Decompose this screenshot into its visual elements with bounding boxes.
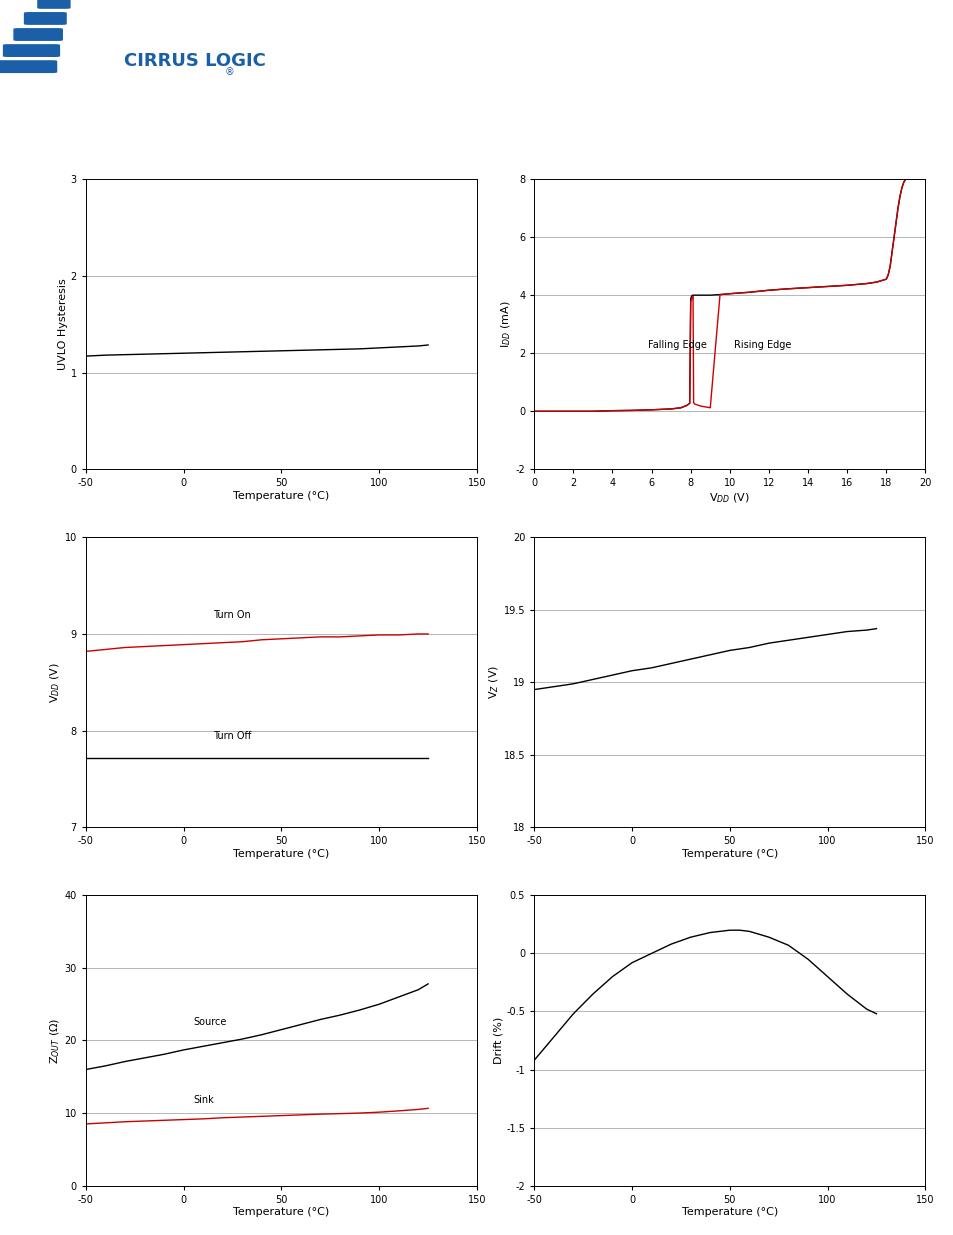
- Y-axis label: UVLO Hysteresis: UVLO Hysteresis: [58, 278, 68, 370]
- Y-axis label: Drift (%): Drift (%): [493, 1016, 503, 1065]
- Y-axis label: Z$_{OUT}$ (Ω): Z$_{OUT}$ (Ω): [48, 1018, 62, 1063]
- X-axis label: Temperature (°C): Temperature (°C): [681, 850, 777, 860]
- X-axis label: Temperature (°C): Temperature (°C): [681, 1208, 777, 1218]
- X-axis label: Temperature (°C): Temperature (°C): [233, 1208, 329, 1218]
- Text: Falling Edge: Falling Edge: [647, 340, 706, 350]
- X-axis label: Temperature (°C): Temperature (°C): [233, 850, 329, 860]
- Text: CIRRUS LOGIC: CIRRUS LOGIC: [124, 52, 266, 70]
- FancyBboxPatch shape: [24, 12, 67, 25]
- FancyBboxPatch shape: [37, 0, 71, 9]
- FancyBboxPatch shape: [3, 44, 60, 57]
- Text: Turn Off: Turn Off: [213, 731, 251, 741]
- Y-axis label: I$_{DD}$ (mA): I$_{DD}$ (mA): [498, 300, 512, 348]
- X-axis label: Temperature (°C): Temperature (°C): [233, 492, 329, 501]
- X-axis label: V$_{DD}$ (V): V$_{DD}$ (V): [709, 492, 749, 505]
- Y-axis label: V$_{Z}$ (V): V$_{Z}$ (V): [487, 666, 500, 699]
- FancyBboxPatch shape: [13, 28, 63, 41]
- Text: Turn On: Turn On: [213, 610, 251, 620]
- Text: Sink: Sink: [193, 1095, 214, 1105]
- Text: ®: ®: [224, 67, 233, 78]
- Y-axis label: V$_{DD}$ (V): V$_{DD}$ (V): [49, 662, 62, 703]
- FancyBboxPatch shape: [0, 61, 57, 73]
- Text: Rising Edge: Rising Edge: [733, 340, 790, 350]
- Text: Source: Source: [193, 1018, 227, 1028]
